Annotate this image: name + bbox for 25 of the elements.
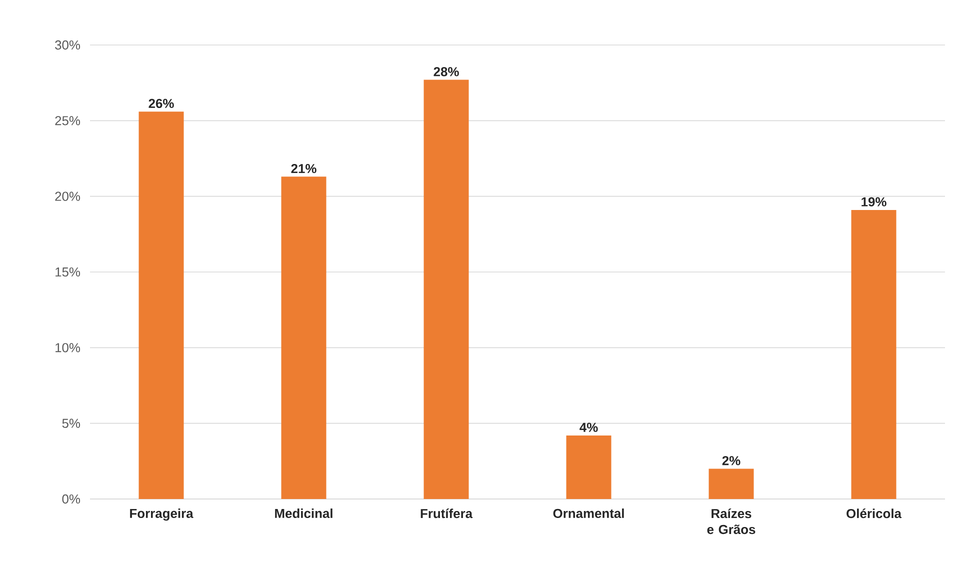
bar bbox=[424, 80, 469, 499]
y-tick-label: 5% bbox=[62, 418, 80, 428]
y-tick-label: 30% bbox=[55, 40, 80, 50]
x-tick-label: Raízes e Grãos bbox=[707, 508, 756, 534]
bar bbox=[138, 112, 184, 499]
y-tick-label: 20% bbox=[55, 192, 80, 201]
x-tick-label: Forrageira bbox=[130, 508, 194, 521]
data-label: 2% bbox=[722, 456, 740, 466]
y-tick-label: 15% bbox=[56, 267, 80, 277]
y-tick-label: 0% bbox=[62, 494, 80, 504]
data-label: 28% bbox=[434, 67, 459, 76]
x-tick-label: Oléricola bbox=[846, 508, 902, 518]
data-label: 19% bbox=[862, 197, 886, 206]
y-tick-label: 25% bbox=[55, 116, 80, 126]
x-tick-label: Medicinal bbox=[275, 508, 332, 518]
bar bbox=[851, 210, 896, 499]
x-tick-label: Frutífera bbox=[420, 508, 473, 518]
bar bbox=[281, 176, 326, 499]
bar bbox=[566, 435, 612, 499]
bar bbox=[708, 468, 754, 499]
x-tick-label: Ornamental bbox=[553, 508, 624, 518]
data-label: 26% bbox=[148, 98, 174, 108]
data-label: 4% bbox=[580, 422, 598, 432]
y-tick-label: 10% bbox=[56, 343, 80, 352]
data-label: 21% bbox=[291, 164, 316, 174]
